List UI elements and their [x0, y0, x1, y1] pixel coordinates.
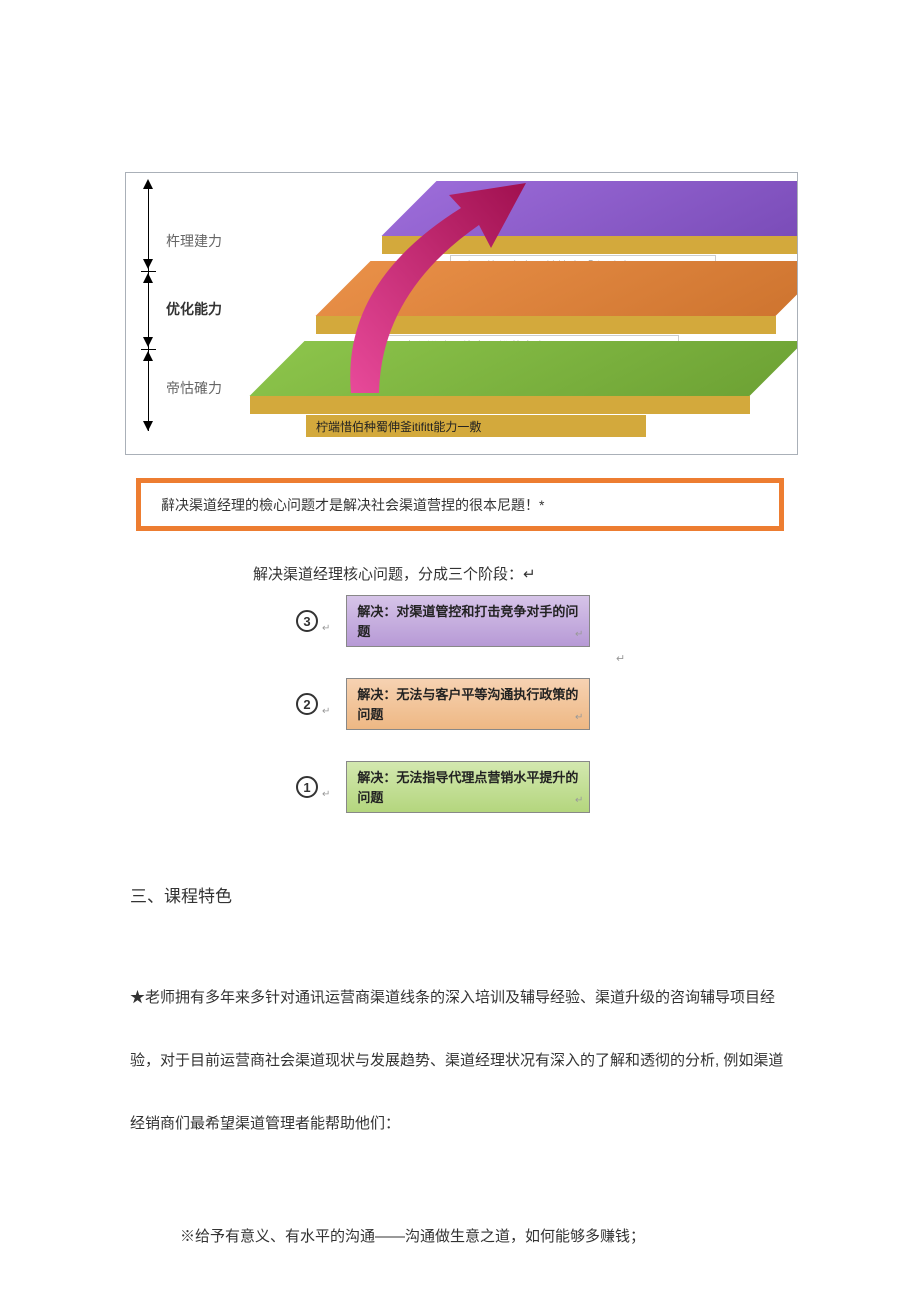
callout-text: 辭决渠道经理的檢心问题才是解决社会渠道营捏的很本尼題！*: [161, 495, 544, 515]
phase-box: 解决：无法指导代理点营销水平提升的问题: [346, 761, 590, 813]
axis-label-mid: 优化能力: [166, 299, 222, 319]
vertical-axis: [148, 187, 149, 431]
diagram-layer: [277, 341, 777, 396]
axis-arrow-down-icon: [143, 421, 153, 431]
return-mark-icon: ↵: [616, 652, 625, 665]
phase-number-badge: 2: [296, 693, 318, 715]
axis-tick: [141, 349, 156, 350]
axis-arrow-up-icon: [143, 273, 153, 283]
axis-tick: [141, 271, 156, 272]
axis-label-bot: 帝怙確力: [166, 378, 222, 398]
phase-row: 3 ↵ 解决：对渠道管控和打击竞争对手的问题: [296, 595, 590, 647]
body-paragraph-2: ※给予有意义、有水平的沟通——沟通做生意之道，如何能够多赚钱；: [180, 1225, 645, 1246]
diagram-layer: [409, 181, 798, 236]
return-mark-icon: ↵: [322, 706, 330, 717]
section-title: 三、课程特色: [130, 882, 232, 907]
axis-label-top: 杵理建力: [166, 231, 222, 251]
axis-arrow-down-icon: [143, 259, 153, 269]
return-mark-icon: ↵: [322, 789, 330, 800]
layered-3d-diagram: 杵理建力 优化能力 帝怙確力 號迅芒幵定力一蛙悴中「汽і隆力吳逍升縊改沼能力一堆…: [125, 172, 798, 455]
body-paragraph-1: ★老师拥有多年来多针对通讯运营商渠道线条的深入培训及辅导经验、渠道升级的咨询辅导…: [130, 966, 790, 1155]
phase-box: 解决：对渠道管控和打击竞争对手的问题: [346, 595, 590, 647]
phase-box: 解决：无法与客户平等沟通执行政策的问题: [346, 678, 590, 730]
layer-caption: 柠端惜伯种蜀伸釜itifitt能力一敷: [306, 415, 646, 437]
axis-arrow-up-icon: [143, 351, 153, 361]
return-mark-icon: ↵: [322, 623, 330, 634]
diagram-layer: [343, 261, 798, 316]
phase-row: 2 ↵ 解决：无法与客户平等沟通执行政策的问题: [296, 678, 590, 730]
axis-arrow-down-icon: [143, 337, 153, 347]
axis-arrow-up-icon: [143, 179, 153, 189]
diagram-canvas: 杵理建力 优化能力 帝怙確力 號迅芒幵定力一蛙悴中「汽і隆力吳逍升縊改沼能力一堆…: [126, 173, 797, 454]
phase-number-badge: 1: [296, 776, 318, 798]
phase-number-badge: 3: [296, 610, 318, 632]
phases-heading: 解决渠道经理核心问题，分成三个阶段：↵: [253, 563, 536, 584]
phase-row: 1 ↵ 解决：无法指导代理点营销水平提升的问题: [296, 761, 590, 813]
key-message-callout: 辭决渠道经理的檢心问题才是解决社会渠道营捏的很本尼題！*: [136, 478, 784, 531]
